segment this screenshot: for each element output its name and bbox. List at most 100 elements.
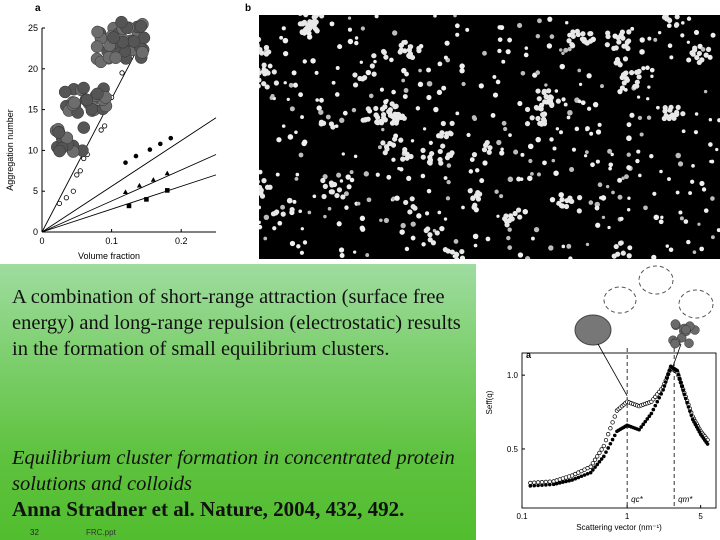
particle: [578, 82, 583, 87]
cluster-particle: [442, 247, 448, 253]
particle: [454, 23, 460, 29]
particle: [607, 225, 611, 230]
cluster-particle: [404, 155, 410, 161]
particle: [443, 217, 448, 221]
cluster-sphere: [52, 126, 65, 139]
particle: [601, 215, 606, 220]
data-point: [63, 195, 69, 201]
particle: [527, 175, 533, 182]
cluster-particle: [566, 38, 572, 44]
cluster-particle: [662, 108, 668, 114]
particle: [267, 63, 273, 69]
particle: [277, 220, 283, 226]
particle: [626, 135, 632, 142]
particle: [299, 250, 305, 255]
particle: [302, 139, 308, 145]
particle: [507, 245, 513, 250]
particle: [310, 58, 316, 64]
particle: [439, 225, 445, 232]
cluster-particle: [400, 156, 406, 162]
data-point: [123, 160, 128, 165]
particle: [703, 208, 709, 213]
panel-label-b: b: [245, 3, 252, 14]
cluster-particle: [303, 15, 309, 18]
cluster-particle: [536, 96, 542, 102]
particle: [537, 18, 542, 24]
particle: [404, 246, 410, 252]
cluster-particle: [322, 183, 328, 189]
particle: [490, 113, 496, 118]
cluster-particle: [486, 149, 492, 155]
cluster-particle: [304, 28, 310, 34]
particle: [513, 149, 519, 155]
particle: [571, 147, 577, 152]
cluster-sphere: [80, 93, 94, 107]
particle: [686, 239, 691, 245]
particle: [496, 139, 502, 146]
cluster-particle: [533, 104, 539, 111]
particle: [697, 43, 703, 49]
particle: [635, 158, 640, 164]
particle: [428, 140, 433, 145]
cluster-particle: [588, 30, 594, 37]
particle: [527, 143, 534, 150]
cluster-particle: [437, 148, 443, 155]
particle: [386, 174, 392, 180]
data-point: [639, 425, 643, 429]
cluster-particle: [383, 54, 389, 60]
cluster-particle: [690, 51, 696, 57]
cluster-particle: [387, 109, 393, 116]
cluster-particle: [373, 112, 379, 118]
cluster-particle: [406, 47, 413, 53]
particle: [561, 244, 566, 249]
particle: [461, 81, 466, 87]
particle: [397, 166, 401, 171]
particle: [281, 124, 286, 128]
particle: [519, 177, 524, 181]
particle: [652, 191, 657, 196]
cluster-particle: [273, 80, 279, 86]
particle: [466, 132, 471, 138]
particle: [627, 196, 631, 200]
data-point: [551, 482, 556, 487]
cluster-sphere: [670, 338, 680, 349]
data-point: [585, 472, 590, 476]
data-point: [643, 419, 648, 424]
data-point: [675, 368, 680, 373]
cluster-particle: [261, 62, 267, 68]
cluster-particle: [382, 150, 388, 156]
cluster-particle: [624, 39, 630, 45]
cluster-particle: [483, 142, 489, 148]
data-point: [119, 70, 125, 76]
particle: [302, 59, 307, 64]
particle: [584, 150, 589, 155]
cluster-particle: [516, 207, 522, 213]
particle: [410, 221, 416, 227]
particle: [345, 174, 351, 180]
particle: [294, 176, 299, 181]
cluster-particle: [605, 30, 611, 36]
cluster-particle: [328, 121, 335, 127]
cluster-particle: [449, 120, 455, 126]
particle: [441, 85, 447, 91]
particle: [506, 235, 511, 241]
structure-factor-chart: a 0.5 1.0 0.1 1 5 Scattering vector (nm⁻¹) Sef…: [485, 265, 717, 532]
particle: [563, 47, 569, 53]
cluster-particle: [398, 137, 404, 143]
data-point: [665, 376, 669, 380]
particle: [552, 146, 557, 151]
particle: [446, 179, 451, 185]
cluster-particle: [394, 111, 400, 118]
particle: [679, 216, 684, 221]
particle: [381, 127, 385, 132]
particle: [667, 43, 673, 49]
data-point: [570, 478, 574, 482]
cluster-particle: [504, 222, 510, 228]
particle: [437, 61, 443, 67]
data-point: [641, 422, 646, 427]
cluster-particle: [373, 105, 379, 112]
data-point: [544, 483, 548, 487]
particle: [420, 173, 426, 179]
data-point: [561, 480, 565, 484]
cluster-particle: [471, 152, 478, 158]
